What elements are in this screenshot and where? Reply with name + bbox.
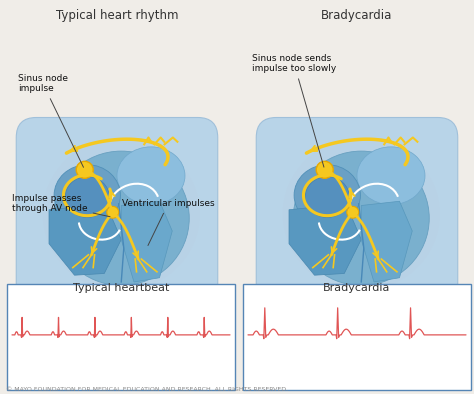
Polygon shape [49,206,121,275]
Circle shape [316,161,333,178]
Ellipse shape [293,151,429,285]
Ellipse shape [65,177,109,217]
Polygon shape [361,201,412,282]
Ellipse shape [54,165,120,226]
Text: Ventricular impulses: Ventricular impulses [122,199,215,245]
FancyBboxPatch shape [256,117,458,315]
FancyBboxPatch shape [7,284,235,390]
Text: Typical heart rhythm: Typical heart rhythm [56,9,178,22]
Text: Impulse passes
through AV node: Impulse passes through AV node [12,194,110,217]
Circle shape [76,161,93,178]
Ellipse shape [283,138,440,290]
Ellipse shape [294,165,360,226]
FancyBboxPatch shape [16,117,218,315]
Circle shape [347,206,359,218]
Ellipse shape [53,151,189,285]
Ellipse shape [53,142,100,252]
Ellipse shape [117,147,185,204]
Text: © MAYO FOUNDATION FOR MEDICAL EDUCATION AND RESEARCH. ALL RIGHTS RESERVED.: © MAYO FOUNDATION FOR MEDICAL EDUCATION … [6,387,288,392]
Ellipse shape [305,177,349,217]
Text: Bradycardia: Bradycardia [321,9,392,22]
Circle shape [107,206,118,218]
Text: Sinus node sends
impulse too slowly: Sinus node sends impulse too slowly [252,54,336,167]
Text: Typical heartbeat: Typical heartbeat [73,283,169,293]
Text: Bradycardia: Bradycardia [323,283,391,293]
Ellipse shape [293,142,339,252]
Ellipse shape [43,138,200,290]
Text: Sinus node
impulse: Sinus node impulse [18,74,83,167]
FancyBboxPatch shape [243,284,471,390]
Ellipse shape [357,147,425,204]
Polygon shape [121,201,172,282]
Polygon shape [289,206,361,275]
